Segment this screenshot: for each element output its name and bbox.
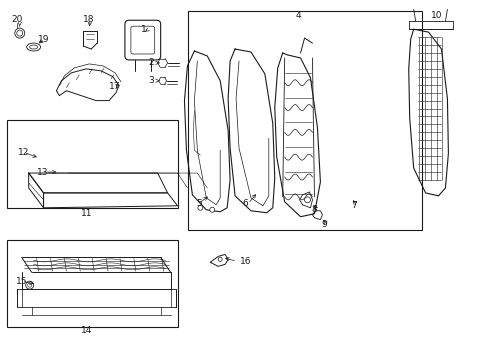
Circle shape — [15, 28, 25, 38]
Text: 6: 6 — [242, 199, 247, 208]
Text: 15: 15 — [16, 277, 27, 286]
Text: 3: 3 — [148, 76, 154, 85]
Text: 8: 8 — [311, 205, 317, 214]
Text: 17: 17 — [109, 82, 121, 91]
FancyBboxPatch shape — [124, 20, 161, 60]
Circle shape — [198, 205, 203, 210]
Ellipse shape — [27, 43, 41, 51]
Circle shape — [28, 283, 32, 287]
Text: 4: 4 — [295, 11, 301, 20]
Text: 9: 9 — [321, 220, 326, 229]
Text: 5: 5 — [196, 199, 202, 208]
Circle shape — [218, 257, 222, 261]
Ellipse shape — [30, 45, 38, 49]
Text: 10: 10 — [429, 11, 441, 20]
Text: 7: 7 — [350, 201, 356, 210]
Bar — [7, 239, 177, 327]
Text: 14: 14 — [81, 326, 92, 335]
Text: 16: 16 — [240, 257, 251, 266]
Circle shape — [304, 197, 310, 203]
Bar — [7, 121, 177, 208]
Text: 1: 1 — [141, 25, 146, 34]
Text: 19: 19 — [38, 35, 49, 44]
Circle shape — [209, 207, 214, 212]
Circle shape — [17, 30, 22, 36]
Text: 11: 11 — [81, 209, 93, 218]
Bar — [188, 11, 421, 230]
Text: 18: 18 — [83, 15, 95, 24]
Text: 12: 12 — [18, 148, 29, 157]
Text: 13: 13 — [37, 167, 48, 176]
Text: 2: 2 — [148, 58, 154, 67]
Text: 20: 20 — [12, 15, 23, 24]
Circle shape — [26, 281, 34, 289]
